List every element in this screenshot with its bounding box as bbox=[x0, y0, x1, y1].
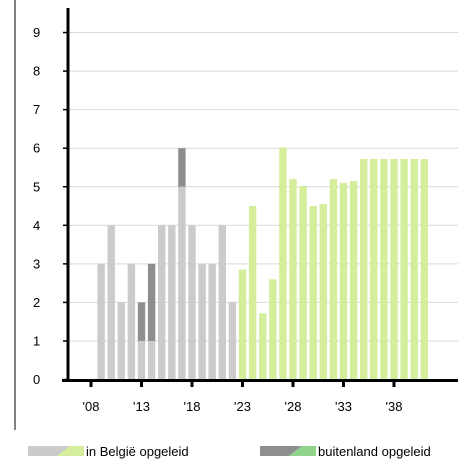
y-tick-label: 8 bbox=[33, 64, 40, 79]
y-tick-label: 0 bbox=[33, 372, 40, 387]
bars bbox=[97, 147, 428, 380]
bar-belgium-2017 bbox=[178, 186, 186, 380]
y-tick-label: 2 bbox=[33, 295, 40, 310]
bar-belgium-2031 bbox=[319, 204, 327, 380]
bar-belgium-2041 bbox=[420, 158, 428, 380]
x-tick-labels: '08 '13 '18 '23 '28 '33 '38 bbox=[83, 380, 403, 414]
bar-belgium-2025 bbox=[259, 313, 267, 380]
y-tick-label: 5 bbox=[33, 179, 40, 194]
x-tick-label: '33 bbox=[335, 399, 352, 414]
bar-belgium-2013 bbox=[137, 340, 146, 380]
bar-belgium-2024 bbox=[248, 206, 257, 380]
legend-swatch-belgium-past bbox=[28, 446, 70, 456]
bar-belgium-2029 bbox=[299, 185, 307, 380]
x-tick-label: '08 bbox=[83, 399, 100, 414]
bar-abroad-2017 bbox=[178, 148, 186, 187]
bar-belgium-2022 bbox=[228, 302, 237, 380]
bar-belgium-2034 bbox=[349, 180, 358, 380]
bar-belgium-2032 bbox=[329, 179, 338, 380]
bar-belgium-2010 bbox=[107, 225, 115, 380]
x-tick-label: '23 bbox=[234, 399, 251, 414]
bar-belgium-2030 bbox=[309, 206, 317, 380]
grid-lines bbox=[68, 32, 458, 342]
bar-belgium-2036 bbox=[370, 158, 378, 380]
bar-belgium-2019 bbox=[198, 263, 206, 380]
x-tick-label: '18 bbox=[184, 399, 201, 414]
bar-belgium-2015 bbox=[158, 225, 166, 380]
bar-belgium-2012 bbox=[127, 263, 136, 380]
bar-belgium-2011 bbox=[117, 302, 125, 380]
y-tick-label: 9 bbox=[33, 25, 40, 40]
x-tick-label: '28 bbox=[285, 399, 302, 414]
bar-belgium-2023 bbox=[238, 269, 247, 380]
legend-label-belgium: in België opgeleid bbox=[86, 444, 189, 459]
bar-belgium-2014 bbox=[147, 340, 156, 380]
bar-belgium-2021 bbox=[218, 225, 226, 380]
x-tick-label: '13 bbox=[133, 399, 150, 414]
bar-belgium-2028 bbox=[289, 179, 297, 380]
bar-belgium-2039 bbox=[400, 158, 408, 380]
y-tick-label: 3 bbox=[33, 256, 40, 271]
bar-belgium-2018 bbox=[188, 225, 196, 380]
y-tick-label: 6 bbox=[33, 141, 40, 156]
bar-belgium-2033 bbox=[339, 182, 348, 380]
bar-belgium-2040 bbox=[410, 158, 418, 380]
y-tick-label: 4 bbox=[33, 218, 40, 233]
legend: in België opgeleid buitenland opgeleid bbox=[28, 444, 431, 459]
axes bbox=[62, 8, 458, 382]
bar-belgium-2016 bbox=[168, 225, 176, 380]
legend-swatch-abroad-future bbox=[289, 446, 316, 456]
bar-belgium-2035 bbox=[360, 158, 368, 380]
bar-belgium-2026 bbox=[269, 279, 277, 380]
legend-item-belgium: in België opgeleid bbox=[28, 444, 189, 459]
x-tick-label: '38 bbox=[386, 399, 403, 414]
bar-belgium-2038 bbox=[390, 158, 398, 380]
legend-item-abroad: buitenland opgeleid bbox=[260, 444, 431, 459]
bar-abroad-2013 bbox=[137, 302, 146, 341]
y-tick-labels: 0 1 2 3 4 5 6 7 8 9 bbox=[33, 25, 68, 387]
legend-swatch-belgium-future bbox=[57, 446, 84, 456]
bar-belgium-2009 bbox=[97, 263, 105, 380]
bar-belgium-2020 bbox=[208, 263, 216, 380]
legend-swatch-abroad-past bbox=[260, 446, 302, 456]
bar-abroad-2014 bbox=[147, 263, 156, 341]
legend-label-abroad: buitenland opgeleid bbox=[318, 444, 431, 459]
bar-belgium-2037 bbox=[380, 158, 388, 380]
y-tick-label: 1 bbox=[33, 333, 40, 348]
bar-belgium-2027 bbox=[279, 147, 287, 380]
y-tick-label: 7 bbox=[33, 102, 40, 117]
